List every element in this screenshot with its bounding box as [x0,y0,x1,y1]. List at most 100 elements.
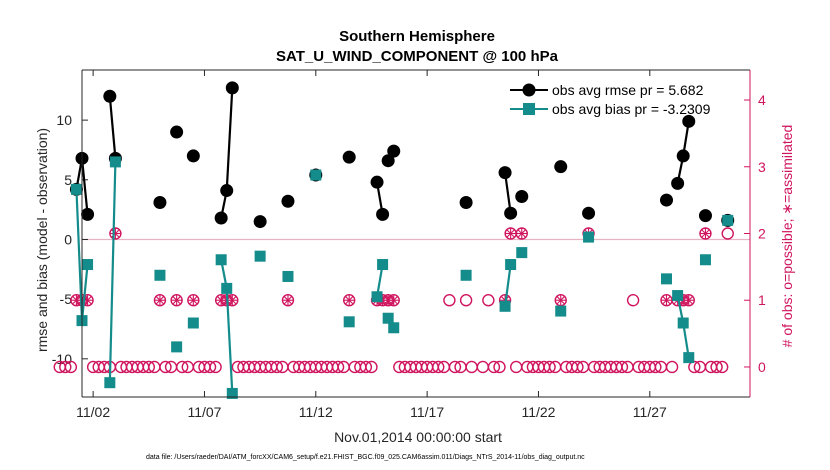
bias-point [109,156,121,168]
bias-point [104,377,116,389]
possible-count-marker [626,294,640,307]
possible-count-marker [159,360,172,374]
bias-line [108,161,117,383]
possible-count-marker [715,360,729,374]
rmse-point [554,160,568,174]
possible-count-marker [281,294,295,307]
assimilated-count-marker [517,229,526,238]
y-right-tick-label: 3 [758,159,766,175]
bias-point [583,231,595,243]
bias-point [70,183,82,195]
axis-ticks: 11/02 11/07 11/12 11/17 11/22 11/27-10-505100… [52,70,766,420]
rmse-point [660,193,673,207]
assimilated-count-marker [72,296,81,305]
x-tick-label: 11/02 [76,404,110,420]
bias-point [505,259,517,271]
bias-point [154,269,166,281]
bias-point [672,290,684,302]
rmse-point [676,149,690,163]
assimilated-count-marker [384,296,393,305]
assimilated-count-marker [684,296,693,305]
possible-count-marker [175,360,189,374]
rmse-point [153,195,167,209]
assimilated-count-marker [172,296,181,305]
x-tick-label: 11/27 [633,404,667,420]
y-right-tick-label: 0 [758,359,766,375]
assimilated-count-marker [284,296,292,305]
possible-count-marker [571,360,584,374]
bias-point [371,291,383,303]
x-axis-label: Nov.01,2014 00:00:00 start [334,429,502,445]
legend-bias-marker [523,103,535,115]
obs-count-markers [53,227,734,374]
rmse-point [459,195,473,209]
rmse-point [504,206,518,220]
bias-point [377,259,389,271]
chart-title: Southern Hemisphere [339,28,495,45]
possible-count-marker [482,294,495,307]
rmse-point [281,194,295,208]
y-tick-label: 0 [64,231,72,247]
possible-count-marker [448,360,462,374]
legend-rmse-marker [522,83,536,97]
rmse-point [515,190,529,204]
assimilated-count-marker [217,296,226,305]
rmse-point [253,215,267,229]
bias-point [310,169,322,181]
rmse-point [220,184,234,198]
assimilated-count-marker [228,296,237,305]
possible-count-marker [721,227,734,240]
possible-count-marker [109,227,122,240]
y-axis-right-label: # of obs: o=possible; ∗=assimilated [779,125,795,348]
rmse-point [81,207,95,221]
rmse-point [103,89,117,103]
bias-point [254,250,266,262]
possible-count-marker [153,294,167,307]
assimilated-count-marker [389,296,398,305]
y-tick-label: 5 [64,172,72,188]
assimilated-count-marker [662,296,671,305]
assimilated-count-marker [378,296,387,305]
y-right-tick-label: 2 [758,226,766,242]
chart-subtitle: SAT_U_WIND_COMPONENT @ 100 hPa [276,48,559,65]
x-tick-label: 11/22 [521,404,555,420]
rmse-point [381,154,395,168]
bias-point [555,305,567,317]
rmse-point [170,125,184,139]
x-tick-label: 11/12 [299,404,333,420]
bias-point [82,259,94,271]
y-right-tick-label: 1 [758,292,766,308]
rmse-point [225,81,239,95]
bias-point [683,352,695,364]
rmse-point [682,114,696,128]
possible-count-marker [649,360,662,374]
possible-count-marker [443,294,456,307]
bias-point [382,312,394,324]
rmse-point [387,144,401,158]
x-tick-label: 11/17 [410,404,444,420]
bias-point [343,316,355,328]
assimilated-count-marker [556,296,565,305]
possible-count-marker [170,294,183,307]
bias-point [282,270,294,282]
y-tick-label: 10 [56,112,72,128]
y-tick-label: -5 [60,291,73,307]
possible-count-marker [203,360,217,374]
rmse-point [214,211,228,225]
bias-point [221,282,233,294]
possible-count-marker [710,360,723,374]
assimilated-count-marker [506,229,515,238]
bias-point [699,254,711,266]
legend-rmse-label: obs avg rmse pr = 5.682 [552,82,704,98]
possible-count-marker [432,360,445,374]
possible-count-marker [487,360,501,374]
rmse-point [186,149,200,163]
possible-count-marker [343,294,356,307]
possible-count-marker [187,294,200,307]
bias-point [171,341,183,353]
possible-count-marker [64,360,78,374]
assimilated-count-marker [345,296,354,305]
rmse-line [503,172,512,214]
bias-point [516,247,528,259]
possible-count-marker [331,360,345,374]
